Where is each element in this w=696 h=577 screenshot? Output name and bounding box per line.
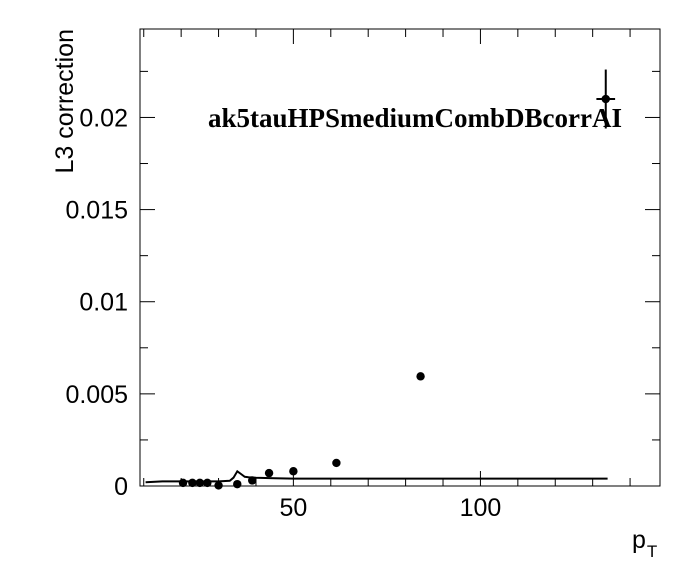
y-tick-label: 0.02: [79, 104, 128, 132]
y-axis-label: L3 correction: [51, 29, 79, 174]
x-axis-label-main: p: [632, 526, 646, 554]
data-point: [203, 478, 212, 488]
x-axis-label: pT: [632, 526, 657, 561]
data-point: [601, 94, 610, 104]
fit-curve: [145, 469, 608, 484]
data-point: [289, 467, 298, 476]
x-axis-label-subscript: T: [647, 542, 657, 561]
y-tick-label: 0.005: [65, 381, 128, 409]
y-tick-label: 0.01: [79, 289, 128, 317]
data-point: [416, 372, 425, 381]
data-point: [332, 458, 341, 468]
x-tick-label: 50: [279, 494, 307, 522]
data-point: [178, 478, 188, 488]
data-point: [195, 478, 205, 488]
data-point: [214, 481, 223, 490]
y-tick-label: 0.015: [65, 197, 128, 225]
plot-frame: [139, 28, 661, 487]
x-tick-label: 100: [460, 494, 502, 522]
data-point: [188, 478, 197, 488]
data-point: [248, 476, 257, 485]
data-point: [264, 468, 274, 478]
y-tick-label: 0: [114, 473, 128, 501]
data-point: [233, 479, 242, 489]
plot-annotation: ak5tauHPSmediumCombDBcorrAI: [208, 103, 622, 133]
